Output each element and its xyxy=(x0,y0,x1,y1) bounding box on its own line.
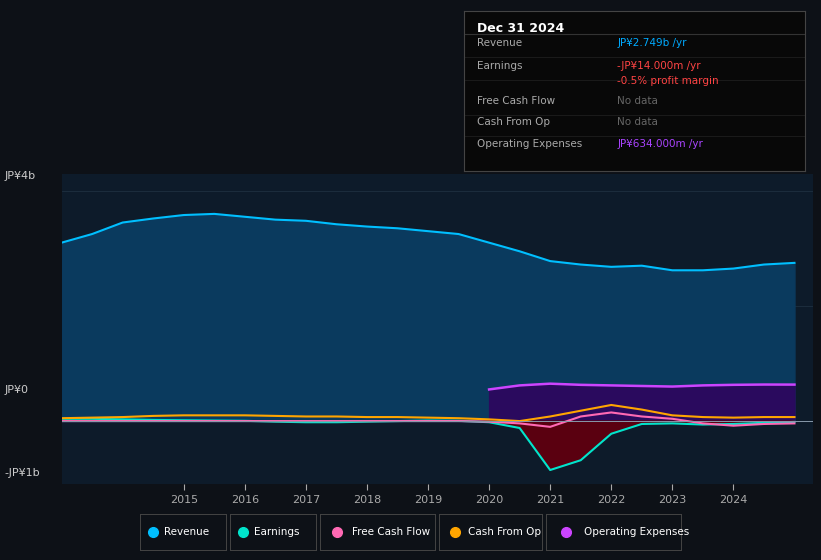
Text: Earnings: Earnings xyxy=(254,527,300,536)
Text: Revenue: Revenue xyxy=(478,38,523,48)
Text: JP¥2.749b /yr: JP¥2.749b /yr xyxy=(617,38,686,48)
Text: Free Cash Flow: Free Cash Flow xyxy=(352,527,430,536)
Text: Operating Expenses: Operating Expenses xyxy=(478,139,583,150)
Text: -JP¥1b: -JP¥1b xyxy=(4,468,39,478)
Text: JP¥4b: JP¥4b xyxy=(4,171,35,181)
Text: No data: No data xyxy=(617,117,658,127)
Text: Earnings: Earnings xyxy=(478,61,523,71)
Text: JP¥0: JP¥0 xyxy=(4,385,28,395)
Text: Dec 31 2024: Dec 31 2024 xyxy=(478,22,565,35)
Text: No data: No data xyxy=(617,96,658,106)
Text: JP¥634.000m /yr: JP¥634.000m /yr xyxy=(617,139,703,150)
Text: -0.5% profit margin: -0.5% profit margin xyxy=(617,76,719,86)
Text: Cash From Op: Cash From Op xyxy=(478,117,551,127)
Text: -JP¥14.000m /yr: -JP¥14.000m /yr xyxy=(617,61,701,71)
Text: Cash From Op: Cash From Op xyxy=(468,527,541,536)
Text: Operating Expenses: Operating Expenses xyxy=(584,527,689,536)
Text: Free Cash Flow: Free Cash Flow xyxy=(478,96,556,106)
Text: Revenue: Revenue xyxy=(163,527,209,536)
